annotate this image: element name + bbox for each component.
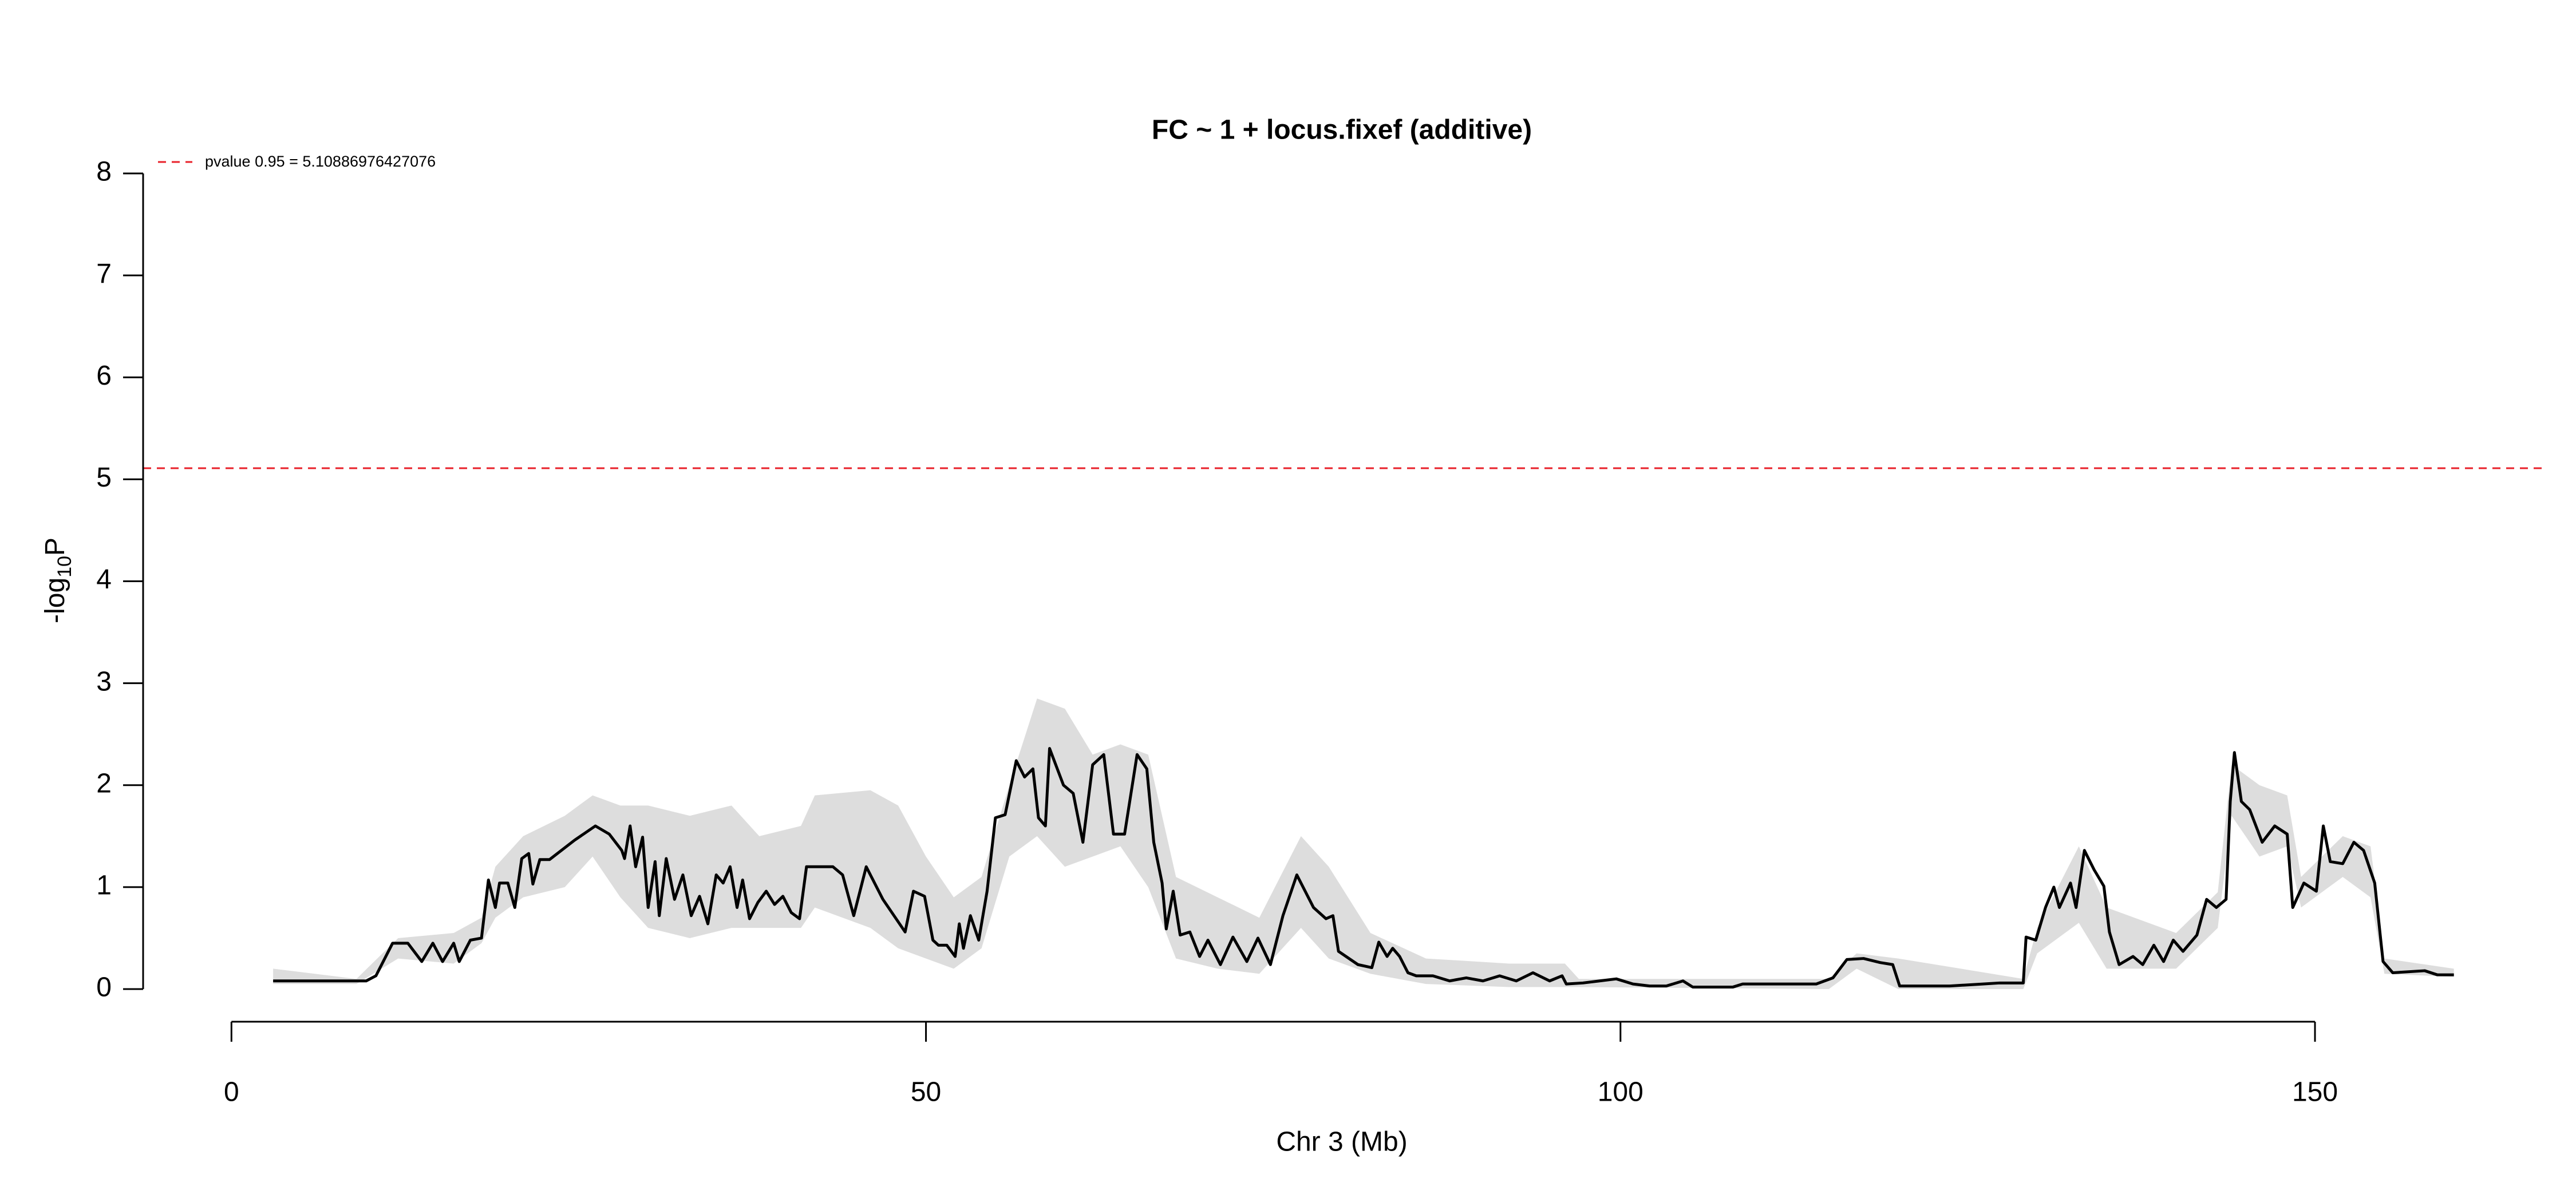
- x-axis-label: Chr 3 (Mb): [1276, 1127, 1407, 1157]
- y-tick-label: 6: [96, 361, 112, 391]
- y-axis-label-part: -log: [40, 578, 70, 623]
- y-tick-label: 4: [96, 564, 112, 595]
- x-tick-label: 0: [224, 1077, 239, 1108]
- y-tick-label: 8: [96, 157, 112, 187]
- chart-title: FC ~ 1 + locus.fixef (additive): [1152, 115, 1532, 145]
- y-tick-label: 1: [96, 871, 112, 901]
- legend-label: pvalue 0.95 = 5.10886976427076: [205, 153, 436, 170]
- confidence-band: [273, 698, 2454, 989]
- y-axis-label: -log10P: [40, 537, 76, 623]
- y-tick-label: 5: [96, 462, 112, 493]
- y-axis-label-part: 10: [54, 556, 76, 578]
- plot-area: [143, 467, 2542, 989]
- y-tick-label: 2: [96, 768, 112, 798]
- y-tick-label: 0: [96, 972, 112, 1003]
- y-axis-label-part: P: [40, 537, 70, 556]
- y-tick-label: 7: [96, 259, 112, 289]
- x-tick-label: 150: [2292, 1077, 2338, 1108]
- x-tick-label: 50: [911, 1077, 941, 1108]
- data-line: [273, 747, 2454, 989]
- y-tick-label: 3: [96, 666, 112, 697]
- x-tick-label: 100: [1598, 1077, 1643, 1108]
